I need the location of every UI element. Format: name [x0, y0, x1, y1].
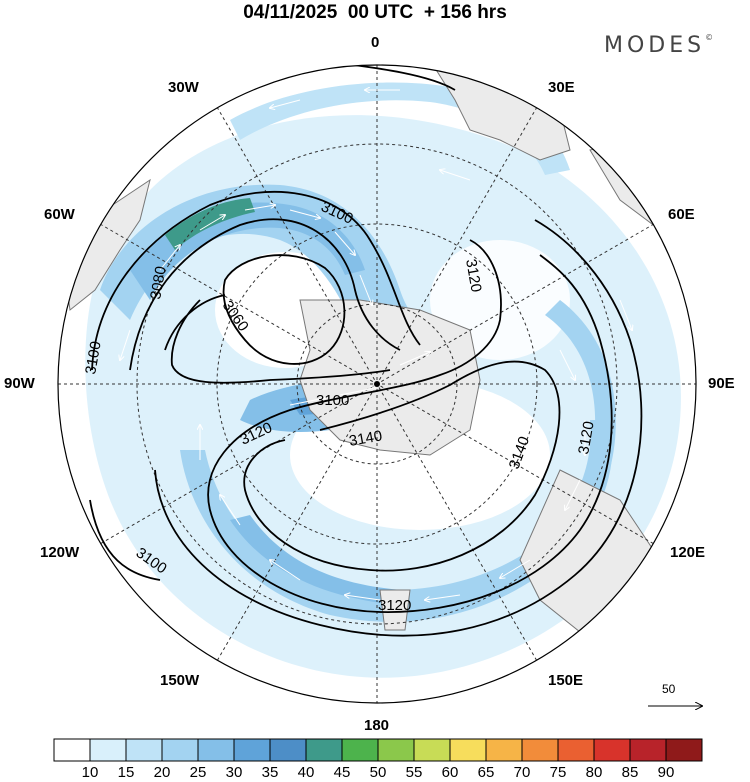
colorbar-box [413, 738, 451, 762]
colorbar-box [161, 738, 199, 762]
lon-label-30w: 30W [168, 79, 199, 96]
lon-label-60w: 60W [44, 206, 75, 223]
contour-label: 3120 [462, 258, 485, 294]
contour-3100-sw [89, 499, 161, 581]
colorbar-label: 10 [81, 764, 99, 781]
south-america [59, 178, 151, 311]
lon-label-150w: 150W [160, 672, 200, 689]
colorbar-label: 90 [657, 764, 675, 781]
colorbar-box [197, 738, 235, 762]
colorbar-label: 70 [513, 764, 531, 781]
contour-label: 3100 [316, 392, 349, 409]
colorbar-box [521, 738, 559, 762]
colorbar-label: 20 [153, 764, 171, 781]
colorbar-box [377, 738, 415, 762]
contour-3120-outer [154, 219, 643, 637]
colorbar-label: 80 [585, 764, 603, 781]
contour-label: 3080 [147, 265, 170, 301]
contour-label: 3120 [378, 597, 411, 614]
colorbar-box [593, 738, 631, 762]
colorbar-box [89, 738, 127, 762]
contour-label: 3100 [82, 340, 105, 376]
lon-label-30e: 30E [548, 79, 575, 96]
contour-3120-east [207, 239, 613, 613]
lon-label-150e: 150E [548, 672, 584, 689]
contour-label: 3140 [348, 427, 384, 450]
colorbar-box [125, 738, 163, 762]
colorbar-label: 30 [225, 764, 243, 781]
colorbar-box [449, 738, 487, 762]
height-contours [89, 65, 643, 637]
colorbar-box [233, 738, 271, 762]
colorbar-box [341, 738, 379, 762]
reference-vector-label: 50 [662, 682, 676, 696]
colorbar-label: 75 [549, 764, 567, 781]
brand-name: MODES [604, 33, 706, 58]
brand-logo: MODES© [604, 33, 713, 58]
colorbar-box [557, 738, 595, 762]
contour-label: 3120 [575, 420, 598, 456]
new-zealand [379, 589, 411, 631]
lon-label-90e: 90E [708, 375, 735, 392]
colorbar-box [485, 738, 523, 762]
colorbar-label: 65 [477, 764, 495, 781]
contour-north [329, 65, 456, 91]
colorbar-box [305, 738, 343, 762]
lon-label-90w: 90W [4, 375, 35, 392]
colorbar-label: 35 [261, 764, 279, 781]
lon-label-120e: 120E [670, 544, 706, 561]
colorbar-label: 15 [117, 764, 135, 781]
map-title: 04/11/2025 00 UTC + 156 hrs [243, 2, 507, 23]
colorbar-label: 55 [405, 764, 423, 781]
lon-label-60e: 60E [668, 206, 695, 223]
colorbar-label: 45 [333, 764, 351, 781]
colorbar-box [665, 738, 703, 762]
colorbar-box [269, 738, 307, 762]
contour-3080 [129, 218, 401, 371]
colorbar-label: 60 [441, 764, 459, 781]
colorbar-label: 85 [621, 764, 639, 781]
lon-label-180: 180 [364, 717, 390, 734]
colorbar-label: 25 [189, 764, 207, 781]
colorbar-label: 40 [297, 764, 315, 781]
contour-3140 [243, 360, 561, 572]
colorbar-box [53, 738, 91, 762]
brand-mark: © [705, 33, 714, 42]
colorbar [53, 738, 703, 762]
colorbar-box [629, 738, 667, 762]
contour-3100-west [91, 190, 421, 371]
wind-vectors [120, 90, 632, 600]
contour-3060 [222, 254, 346, 365]
map-disk [58, 65, 696, 703]
colorbar-label: 50 [369, 764, 387, 781]
contour-3100-inner [164, 294, 391, 384]
lon-label-120w: 120W [40, 544, 80, 561]
lon-label-0: 0 [371, 34, 380, 51]
